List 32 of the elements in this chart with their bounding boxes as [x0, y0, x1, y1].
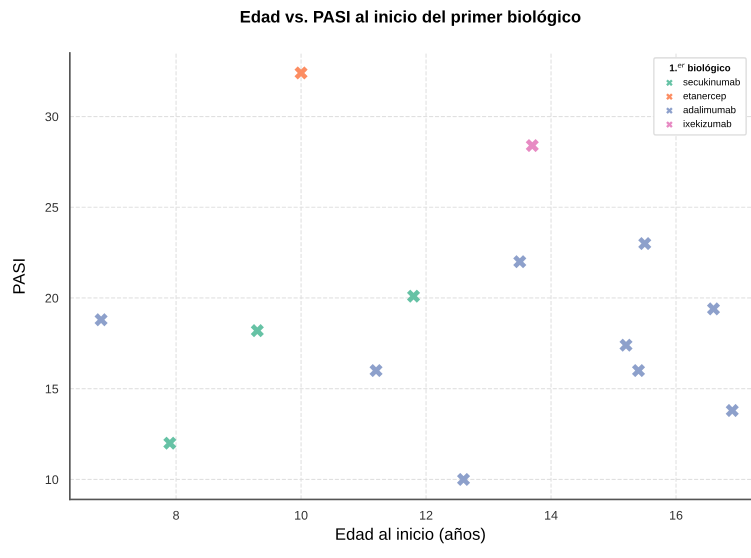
point	[406, 290, 420, 303]
x-tick-label: 14	[545, 510, 558, 520]
legend-label: adalimumab	[683, 106, 736, 114]
point	[638, 236, 652, 250]
point	[632, 364, 646, 378]
chart-title: Edad vs. PASI al inicio del primer biológico	[240, 10, 580, 26]
legend-label: etanercep	[683, 92, 726, 102]
point	[456, 472, 470, 486]
y-axis-title: PASI	[13, 259, 25, 294]
point	[94, 313, 108, 326]
legend-title: 1.$^{er}$ biológico	[670, 64, 730, 74]
point	[526, 138, 539, 152]
y-tick-label: 15	[46, 384, 58, 394]
point	[513, 255, 526, 268]
legend-label: secukinumab	[683, 78, 740, 86]
point	[369, 364, 383, 378]
legend-label: ixekizumab	[684, 120, 732, 128]
point	[163, 436, 176, 450]
point	[619, 338, 633, 352]
x-tick-label: 16	[670, 510, 682, 520]
x-axis-title: Edad al inicio (años)	[336, 528, 485, 544]
point	[726, 404, 739, 418]
x-tick-label: 12	[420, 510, 432, 520]
point	[294, 66, 308, 80]
x-tick-label: 8	[173, 510, 180, 520]
point	[250, 324, 264, 338]
y-tick-label: 20	[45, 294, 58, 303]
point	[706, 302, 720, 316]
y-tick-label: 30	[45, 112, 58, 122]
x-tick-label: 10	[295, 510, 308, 520]
y-tick-label: 10	[46, 475, 58, 484]
y-tick-label: 25	[45, 203, 58, 212]
